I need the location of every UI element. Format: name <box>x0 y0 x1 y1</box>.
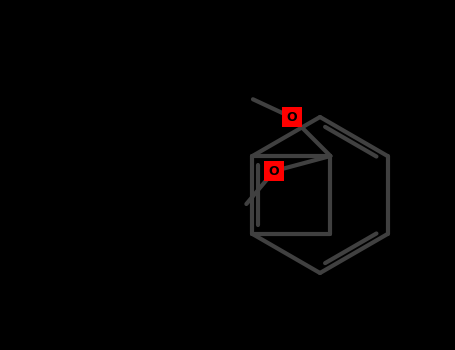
Text: O: O <box>268 164 279 178</box>
FancyBboxPatch shape <box>264 161 284 181</box>
Text: O: O <box>287 111 297 124</box>
FancyBboxPatch shape <box>282 107 302 127</box>
